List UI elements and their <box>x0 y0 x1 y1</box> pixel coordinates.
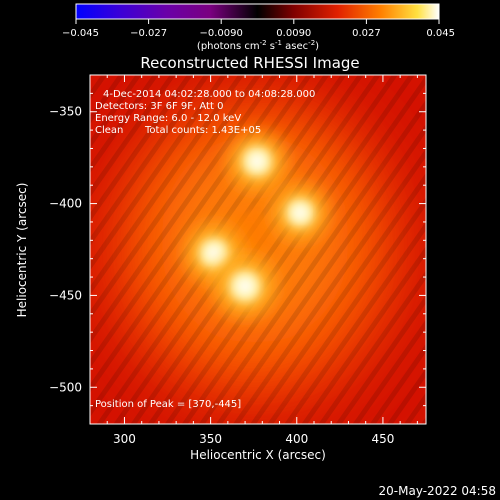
x-tick-label: 300 <box>113 432 136 446</box>
y-tick-label: −450 <box>49 288 82 302</box>
source-peak <box>293 206 307 220</box>
time-range-text: 4-Dec-2014 04:02:28.000 to 04:08:28.000 <box>103 89 315 100</box>
x-tick-label: 450 <box>371 432 394 446</box>
plot-frame <box>89 74 427 425</box>
x-axis: 300 350 400 450 <box>106 75 418 446</box>
y-axis-label: Heliocentric Y (arcsec) <box>15 183 29 318</box>
x-tick-label: 350 <box>199 432 222 446</box>
y-axis: −350 −400 −450 −500 <box>49 92 426 407</box>
annotations: 4-Dec-2014 04:02:28.000 to 04:08:28.000 … <box>95 89 315 410</box>
y-tick-label: −400 <box>49 197 82 211</box>
colorbar-tick-label: −0.045 <box>62 28 99 39</box>
colorbar-units: (photons cm-2 s-1 asec-2) <box>197 39 319 52</box>
footer-date: 20-May-2022 04:58 <box>379 484 496 498</box>
colorbar-tick-label: 0.0090 <box>276 28 311 39</box>
y-tick-label: −500 <box>49 380 82 394</box>
colorbar-tick-labels: −0.045 −0.027 −0.0090 0.0090 0.027 0.045 <box>62 28 455 39</box>
energy-range-text: Energy Range: 6.0 - 12.0 keV <box>95 113 241 124</box>
clean-text: Clean <box>95 125 123 136</box>
chart-title: Reconstructed RHESSI Image <box>140 54 359 72</box>
colorbar-gradient <box>75 3 440 20</box>
colorbar-tick-label: −0.0090 <box>200 28 243 39</box>
colorbar: −0.045 −0.027 −0.0090 0.0090 0.027 0.045 (pho… <box>62 3 455 52</box>
source-peak <box>238 279 253 294</box>
colorbar-ticks <box>75 19 440 24</box>
colorbar-tick-label: 0.027 <box>352 28 381 39</box>
source-layer <box>185 132 328 317</box>
colorbar-tick-label: −0.027 <box>130 28 167 39</box>
heatmap-image <box>90 75 426 424</box>
x-axis-label: Heliocentric X (arcsec) <box>190 448 326 462</box>
y-tick-label: −350 <box>49 105 82 119</box>
source-peak <box>250 154 264 168</box>
detectors-text: Detectors: 3F 6F 9F, Att 0 <box>95 101 223 112</box>
total-counts-text: Total counts: 1.43E+05 <box>144 125 261 136</box>
peak-position-text: Position of Peak = [370,-445] <box>95 399 241 410</box>
source-peak <box>207 246 221 260</box>
x-tick-label: 400 <box>285 432 308 446</box>
colorbar-tick-label: 0.045 <box>426 28 455 39</box>
